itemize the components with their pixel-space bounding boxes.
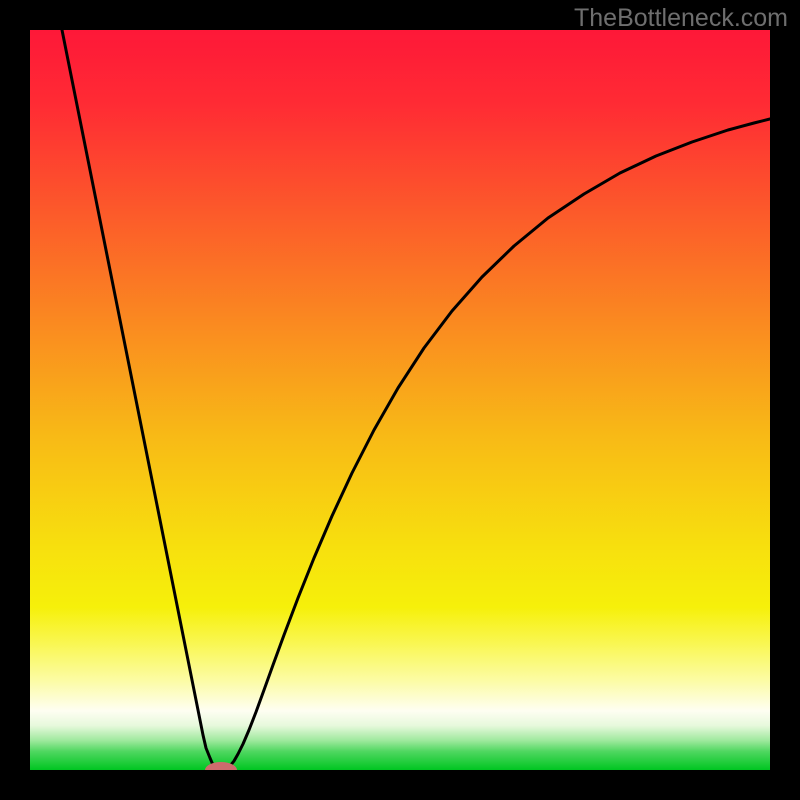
gradient-background bbox=[30, 30, 770, 770]
chart-container: { "watermark": { "text": "TheBottleneck.… bbox=[0, 0, 800, 800]
bottleneck-chart bbox=[0, 0, 800, 800]
watermark-text: TheBottleneck.com bbox=[574, 4, 788, 33]
optimal-point-marker bbox=[205, 762, 237, 778]
